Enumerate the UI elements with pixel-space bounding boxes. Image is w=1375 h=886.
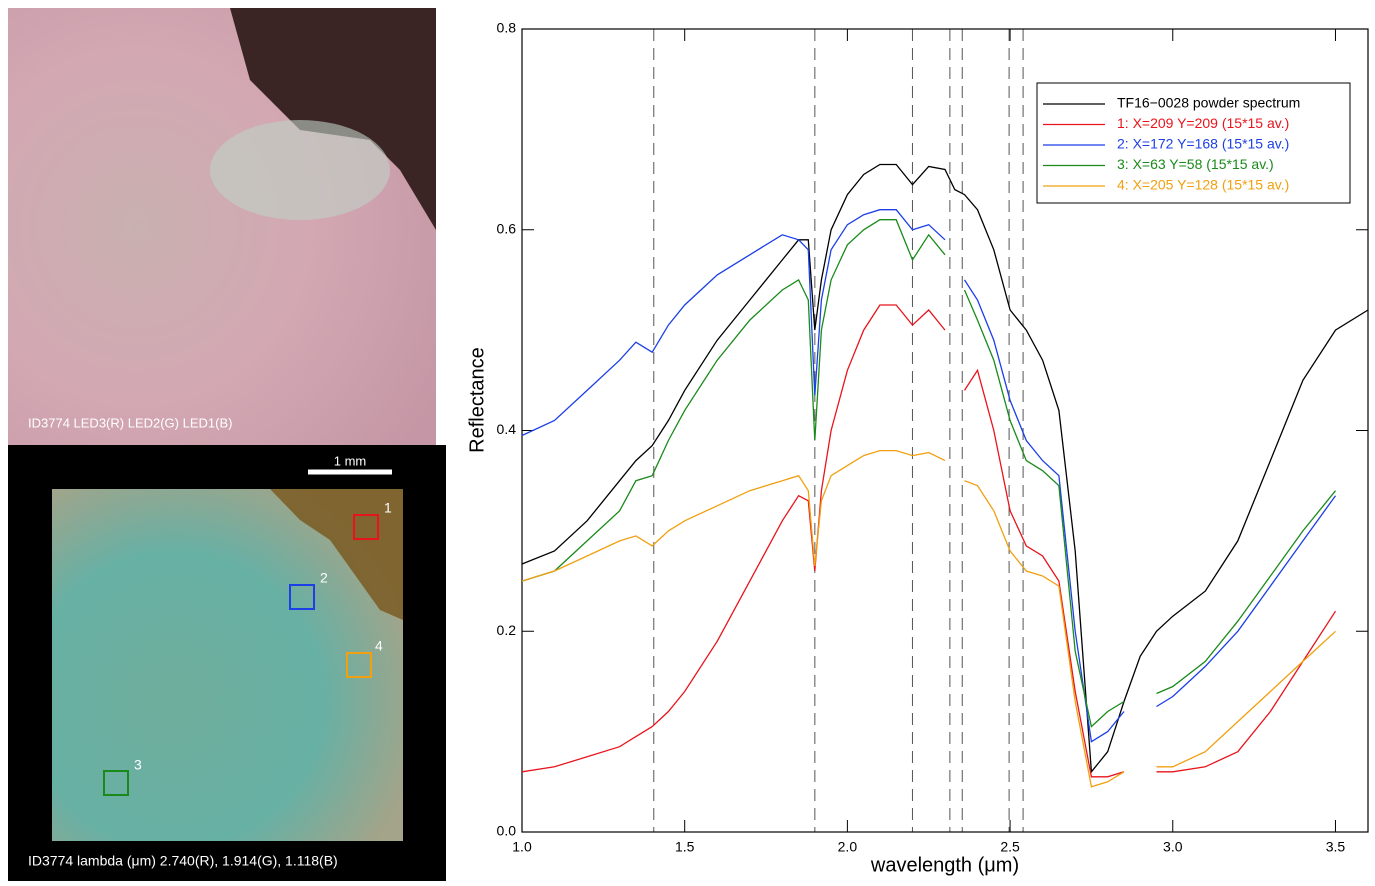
series-line [522,220,1336,727]
series-line [522,451,1336,787]
y-tick-label: 0.2 [497,622,517,638]
light-region [210,120,390,220]
legend-label: 2: X=172 Y=168 (15*15 av.) [1117,136,1289,152]
x-tick-label: 1.0 [512,839,532,855]
x-axis-label: wavelength (μm) [870,854,1019,876]
legend-label: TF16−0028 powder spectrum [1117,95,1300,111]
x-tick-label: 2.0 [838,839,858,855]
image-caption: ID3774 LED3(R) LED2(G) LED1(B) [28,415,232,430]
figure: ID3774 LED3(R) LED2(G) LED1(B) 1 mm 1 2 … [0,0,1375,881]
x-tick-label: 3.0 [1163,839,1183,855]
legend-label: 4: X=205 Y=128 (15*15 av.) [1117,177,1289,193]
roi-label: 2 [320,570,328,586]
legend-label: 3: X=63 Y=58 (15*15 av.) [1117,156,1274,172]
y-tick-label: 0.6 [497,220,517,236]
roi-label: 1 [384,500,392,516]
y-tick-label: 0.4 [497,421,517,437]
image-caption: ID3774 lambda (μm) 2.740(R), 1.914(G), 1… [28,853,338,869]
series-line [522,165,1368,772]
scale-label: 1 mm [334,453,367,468]
x-tick-label: 2.5 [1000,839,1020,855]
chart: Reflectance wavelength (μm) 0.0 0.2 0.4 0.6… [466,20,1368,877]
y-tick-label: 0.8 [497,20,517,36]
legend-label: 1: X=209 Y=209 (15*15 av.) [1117,115,1289,131]
y-tick-label: 0.0 [497,823,517,839]
y-axis-label: Reflectance [466,347,488,453]
x-tick-label: 3.5 [1326,839,1346,855]
roi-label: 3 [134,757,142,773]
series-line [522,210,1336,742]
roi-label: 4 [375,638,383,654]
x-tick-label: 1.5 [675,839,695,855]
